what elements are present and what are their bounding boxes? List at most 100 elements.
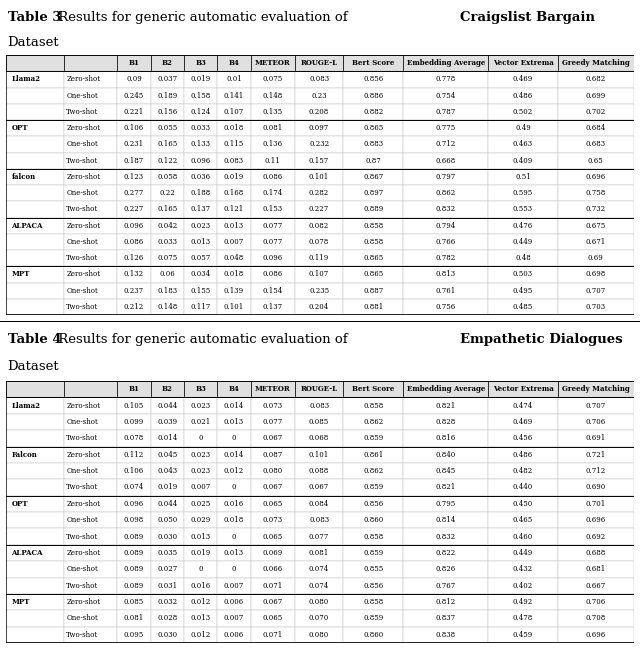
Bar [251,250,295,266]
Text: B2: B2 [162,385,173,393]
Bar [557,577,634,594]
Bar [64,299,117,315]
Bar [184,529,218,545]
Text: 0.083: 0.083 [309,402,329,409]
Bar [117,529,150,545]
Text: 0.502: 0.502 [513,108,533,116]
Text: 0.006: 0.006 [224,598,244,606]
Text: 0.832: 0.832 [436,533,456,540]
Bar [64,627,117,643]
Bar [6,414,64,430]
Bar [557,71,634,87]
Bar [557,495,634,512]
Bar [117,283,150,299]
Bar [64,381,117,397]
Text: 0.121: 0.121 [224,205,244,214]
Bar [117,381,150,397]
Bar [150,136,184,152]
Text: 0.023: 0.023 [191,450,211,459]
Bar [295,283,343,299]
Text: 0.137: 0.137 [191,205,211,214]
Bar [218,250,251,266]
Bar [557,185,634,201]
Bar [251,561,295,577]
Bar [343,447,403,463]
Bar [218,561,251,577]
Text: 0.51: 0.51 [515,173,531,181]
Text: 0.086: 0.086 [262,270,283,279]
Bar [488,55,557,71]
Text: 0.821: 0.821 [436,402,456,409]
Bar [218,397,251,414]
Bar [295,430,343,447]
Text: 0.085: 0.085 [124,598,144,606]
Text: 0.814: 0.814 [436,516,456,524]
Bar [184,479,218,495]
Bar [403,71,488,87]
Bar [488,414,557,430]
Text: One-shot: One-shot [67,418,98,426]
Bar [251,512,295,529]
Text: 0.231: 0.231 [124,141,144,148]
Text: 0.09: 0.09 [126,76,142,83]
Bar [150,381,184,397]
Bar [557,104,634,120]
Bar [117,495,150,512]
Text: 0.124: 0.124 [191,108,211,116]
Bar [218,234,251,250]
Bar [150,152,184,169]
Bar [557,250,634,266]
Text: 0.862: 0.862 [436,189,456,197]
Text: 0.007: 0.007 [224,615,244,622]
Bar [184,594,218,610]
Bar [6,430,64,447]
Bar [295,545,343,561]
Bar [557,479,634,495]
Text: Zero-shot: Zero-shot [67,221,100,230]
Text: 0.775: 0.775 [436,124,456,132]
Text: 0.012: 0.012 [191,598,211,606]
Bar [403,610,488,627]
Text: Zero-shot: Zero-shot [67,450,100,459]
Text: 0.23: 0.23 [311,92,327,100]
Text: 0.075: 0.075 [262,76,283,83]
Bar [64,234,117,250]
Text: 0.136: 0.136 [263,141,283,148]
Bar [117,266,150,283]
Text: 0.782: 0.782 [436,254,456,262]
Bar [557,610,634,627]
Bar [295,512,343,529]
Text: 0.712: 0.712 [436,141,456,148]
Bar [403,283,488,299]
Text: 0.165: 0.165 [157,205,177,214]
Bar [343,299,403,315]
Text: 0.044: 0.044 [157,402,177,409]
Text: 0.696: 0.696 [586,631,606,639]
Text: B3: B3 [195,385,206,393]
Bar [295,185,343,201]
Text: 0.69: 0.69 [588,254,604,262]
Bar [218,610,251,627]
Bar [295,250,343,266]
Bar [251,594,295,610]
Bar [295,120,343,136]
Bar [295,55,343,71]
Text: 0.097: 0.097 [309,124,329,132]
Text: Two-shot: Two-shot [67,205,99,214]
Text: 0.482: 0.482 [513,467,533,475]
Text: 0.87: 0.87 [365,157,381,165]
Bar [218,283,251,299]
Bar [150,217,184,234]
Bar [218,430,251,447]
Bar [403,529,488,545]
Bar [403,120,488,136]
Bar [184,299,218,315]
Bar [251,397,295,414]
Text: 0.859: 0.859 [363,615,383,622]
Bar [6,594,64,610]
Text: 0.766: 0.766 [436,238,456,246]
Bar [6,447,64,463]
Text: B1: B1 [129,59,140,67]
Text: 0.019: 0.019 [157,484,177,492]
Text: 0.071: 0.071 [262,631,283,639]
